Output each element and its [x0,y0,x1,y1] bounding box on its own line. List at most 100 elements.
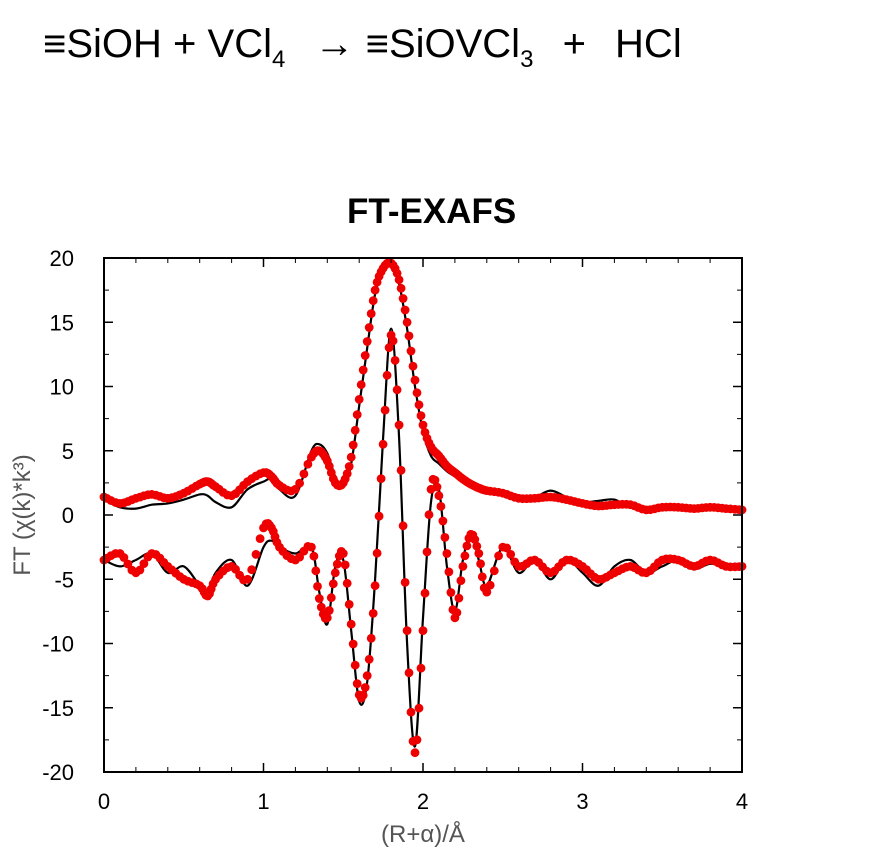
y-tick-label: -15 [42,696,74,721]
product1-subscript: 3 [520,46,534,73]
series-imaginary-data-point [360,683,370,692]
series-imaginary-data-point [340,560,350,570]
reactant1-prefix: ≡ [43,22,67,66]
series-magnitude-data-point [400,305,410,315]
ticks-layer [103,257,743,773]
series-imaginary-data-point [313,582,322,591]
series-magnitude-data-point [396,283,406,293]
series-imaginary-data-point [251,550,261,559]
series-imaginary-data-point [326,593,336,603]
series-magnitude-data-point [414,400,424,410]
series-imaginary-data-point [506,550,516,559]
series-imaginary-data-point [442,549,452,558]
series-imaginary-data-point [470,535,480,544]
series-magnitude-data-point [410,375,420,385]
series-imaginary-data-point [430,475,440,485]
series-magnitude-data-point [295,478,304,488]
series-imaginary-data-point [247,565,257,575]
series-imaginary-data-point [370,581,380,591]
series-imaginary-data-point [434,491,444,501]
series-imaginary-data-point [135,565,145,575]
x-tick-label: 2 [417,789,429,814]
series-imaginary-data-point [489,566,499,576]
series-imaginary-data-point [322,613,332,623]
series-imaginary-data-point [410,748,420,758]
series-imaginary-data-point [438,516,448,526]
reaction-arrow: → [314,22,355,66]
series-imaginary-data-point [398,521,408,531]
series-magnitude-data-point [406,346,416,356]
series-imaginary-data-point [436,502,446,511]
series-magnitude-data-point [408,361,418,371]
chart-title: FT-EXAFS [347,192,517,231]
series-imaginary-data-point [400,578,410,587]
series-magnitude-data-point [342,469,352,478]
series-imaginary-data-point [390,356,400,365]
series-imaginary-data-point [404,668,414,678]
series-imaginary-data-point [482,587,492,597]
series-magnitude-data-point [394,275,404,285]
plus-sign-1: + [173,22,197,66]
series-imaginary-data-point [477,572,487,582]
series-imaginary-data-point [255,534,265,543]
series-imaginary-data-point [412,735,422,745]
series-magnitude-fit-line [103,262,742,512]
x-tick-label: 3 [576,789,588,814]
tick-labels-layer: 0 1 2 3 4 20 15 10 5 0 -5 -10 -15 -20 [42,246,748,814]
series-imaginary-data-point [346,619,356,629]
series-magnitude-data-point [360,351,370,360]
plot-frame [103,257,743,773]
series-magnitude-data-point [366,309,376,318]
series-magnitude-data-point [364,323,374,332]
series-imaginary-data-point [243,574,253,584]
product2: HCl [615,22,682,66]
plus-sign-2: + [562,22,586,66]
series-imaginary-data-point [350,660,360,670]
y-axis-label: FT (χ(k)*k³) [9,454,36,575]
series-imaginary-data-point [406,707,416,717]
series-magnitude-data-point [303,459,313,469]
series-imaginary-data-point [362,671,372,680]
series-imaginary-data-point [139,559,149,568]
series-imaginary-data-point [472,541,482,551]
series-magnitude-data-point [352,410,362,419]
series-imaginary-data-point [309,551,319,561]
series-magnitude-data-point [398,294,408,303]
product1: SiOVCl [388,22,521,66]
series-magnitude-data-point [299,469,309,479]
series-magnitude-data-point [354,395,364,404]
series-imaginary-data-point [378,439,388,449]
series-imaginary-data-point [358,690,368,700]
series-imaginary-data-point [384,343,394,352]
series-magnitude-data-point [356,380,366,390]
series-imaginary-data-point [432,482,442,492]
series-imaginary-data-point [402,626,412,635]
series-imaginary-data-point [444,567,454,577]
y-tick-label: -10 [42,632,74,657]
series-magnitude-data-point [412,388,422,398]
series-imaginary-data-point [460,551,470,561]
series-imaginary-data-point [316,602,326,612]
fit-lines-layer [103,262,743,748]
series-imaginary-data-point [424,510,434,520]
series-imaginary-data-point [382,370,392,380]
y-tick-label: 15 [50,310,74,335]
series-imaginary-data-point [388,336,398,346]
series-imaginary-fit-line [103,327,743,748]
series-imaginary-data-point [454,593,464,603]
reaction-equation: ≡SiOH + VCl4 → ≡SiOVCl3 + HCl [43,22,682,72]
series-imaginary-data-point [376,474,386,483]
y-tick-label: 0 [62,503,74,528]
series-imaginary-data-point [380,405,390,415]
series-imaginary-data-point [372,548,382,558]
x-axis-label: (R+α)/Å [381,820,465,848]
series-imaginary-data-point [394,420,404,430]
series-imaginary-data-point [366,633,376,643]
series-magnitude-data-point [368,296,378,306]
series-magnitude-data-point [404,331,414,341]
series-imaginary-data-point [476,559,485,569]
series-magnitude-data-point [370,285,380,295]
series-imaginary-data-point [462,541,472,551]
series-imaginary-data-point [396,465,406,475]
series-imaginary-data-point [392,385,402,395]
